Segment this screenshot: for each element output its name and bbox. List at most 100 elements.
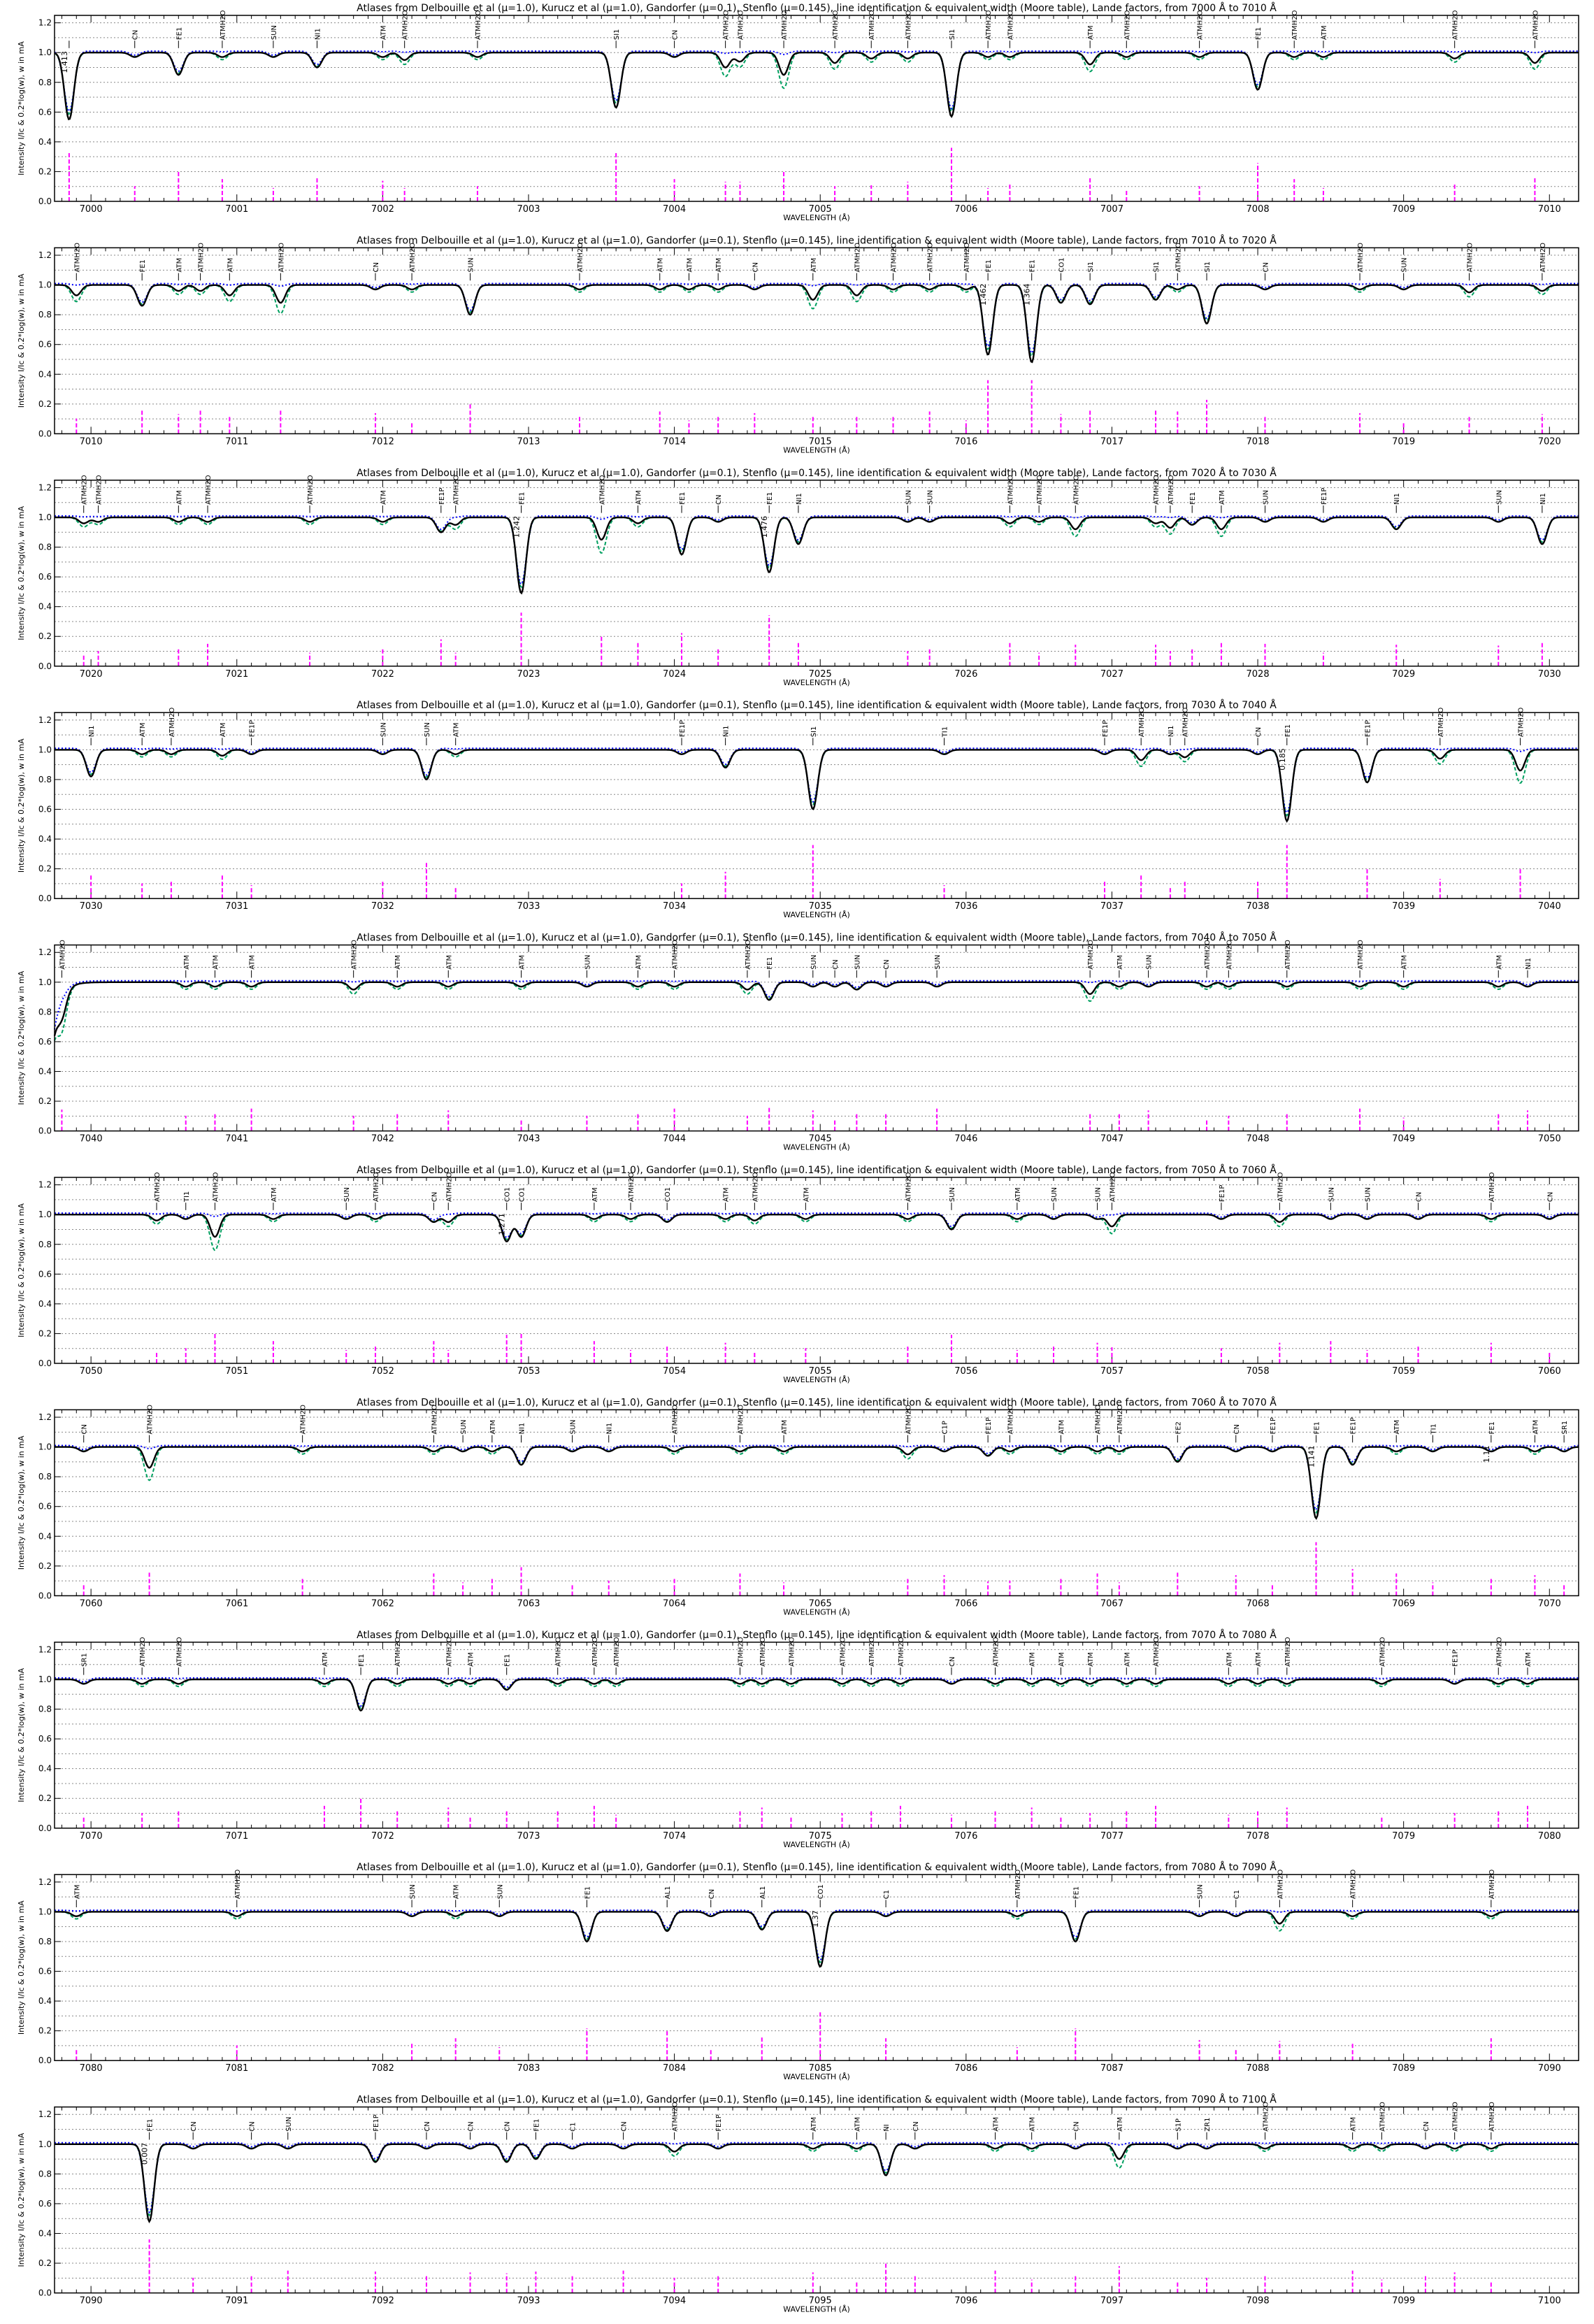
- line-id-label: ATM: [781, 1420, 789, 1435]
- line-id-label: CN: [1255, 727, 1263, 737]
- line-id-label: NI1: [1539, 493, 1547, 505]
- line-id-label: NI1: [519, 1423, 526, 1435]
- x-tick-label: 7035: [809, 901, 832, 912]
- y-tick-label: 0.4: [38, 1531, 52, 1541]
- y-tick-label: 0.2: [38, 166, 52, 176]
- y-tick-label: 0.2: [38, 1096, 52, 1106]
- x-tick-label: 7057: [1100, 1366, 1123, 1377]
- y-tick-label: 0.6: [38, 1502, 52, 1512]
- line-id-label: FE1: [1189, 492, 1197, 504]
- x-tick-label: 7071: [225, 1831, 248, 1842]
- y-tick-label: 0.0: [38, 2056, 52, 2065]
- x-tick-label: 7064: [663, 1598, 686, 1609]
- line-id-label: ATMH2O: [868, 10, 876, 40]
- x-tick-label: 7002: [371, 204, 394, 215]
- y-tick-label: 0.0: [38, 894, 52, 903]
- y-tick-label: 0.6: [38, 1269, 52, 1279]
- line-id-label: SUN: [343, 1187, 351, 1202]
- line-id-label: FE1P: [1452, 1649, 1460, 1666]
- x-tick-label: 7008: [1247, 204, 1270, 215]
- line-id-label: ATMH2O: [1226, 940, 1233, 970]
- y-tick-label: 1.0: [38, 48, 52, 57]
- line-id-label: ATM: [810, 2117, 818, 2132]
- line-id-label: SUN: [810, 955, 818, 970]
- line-id-label: ATMH2O: [628, 1172, 636, 1202]
- y-tick-label: 0.2: [38, 1328, 52, 1338]
- y-axis-label: Intensity I/Ic & 0.2*log(w), w in mA: [17, 273, 26, 408]
- atlas-panel-7080-7090: Atlases from Delbouille et al (μ=1.0), K…: [17, 1861, 1579, 2081]
- x-tick-label: 7078: [1247, 1831, 1270, 1842]
- line-id-label: FE1: [679, 492, 687, 504]
- y-tick-label: 1.0: [38, 512, 52, 522]
- line-id-label: SUN: [934, 955, 942, 970]
- line-id-label: FE1P: [1365, 720, 1372, 737]
- x-tick-label: 7059: [1392, 1366, 1415, 1377]
- x-tick-label: 7024: [663, 669, 686, 680]
- line-id-label: ATMH2O: [1262, 2102, 1270, 2132]
- line-id-label: AL1: [664, 1886, 672, 1900]
- line-id-label: ATMH2O: [1488, 1870, 1496, 1900]
- line-id-label: CN: [190, 2121, 198, 2131]
- x-tick-label: 7004: [663, 204, 686, 215]
- panel-title: Atlases from Delbouille et al (μ=1.0), K…: [357, 2094, 1277, 2106]
- line-id-label: ATM: [1255, 1652, 1263, 1667]
- line-id-label: NI1: [723, 726, 731, 738]
- line-id-label: ATM: [1087, 25, 1095, 40]
- line-id-label: CO1: [519, 1187, 526, 1202]
- line-id-label: ATM: [519, 955, 526, 970]
- x-tick-label: 7100: [1538, 2296, 1561, 2307]
- line-id-label: SUN: [1051, 1187, 1058, 1202]
- line-id-label: ATM: [1321, 25, 1328, 40]
- line-id-label: SUN: [1495, 490, 1503, 505]
- x-tick-label: 7054: [663, 1366, 686, 1377]
- line-id-label: ATM: [686, 258, 694, 273]
- x-tick-label: 7084: [663, 2063, 686, 2074]
- line-id-label: ATM: [1029, 2117, 1037, 2132]
- x-tick-label: 7006: [954, 204, 977, 215]
- line-id-label: ATMH2O: [598, 475, 606, 505]
- line-id-label: FE1: [175, 27, 183, 40]
- x-tick-label: 7022: [371, 669, 394, 680]
- line-id-label: ATMH2O: [1153, 1637, 1161, 1667]
- equivalent-width-label: 1.37: [811, 1910, 820, 1928]
- x-tick-label: 7014: [663, 436, 686, 447]
- line-id-label: ATM: [715, 258, 723, 273]
- line-id-label: FE1P: [679, 720, 687, 737]
- x-tick-label: 7034: [663, 901, 686, 912]
- line-id-label: ATMH2O: [723, 10, 731, 40]
- line-id-label: SI1: [613, 29, 621, 40]
- line-id-label: ATMH2O: [154, 1172, 161, 1202]
- line-id-label: FE1: [1029, 259, 1037, 272]
- y-axis-label: Intensity I/Ic & 0.2*log(w), w in mA: [17, 2132, 26, 2267]
- line-id-label: SUN: [409, 1884, 417, 1899]
- line-id-label: ATMH2O: [475, 10, 482, 40]
- line-id-label: FE1P: [438, 487, 446, 504]
- y-tick-label: 0.0: [38, 1358, 52, 1368]
- series-delbouille: [55, 1213, 1579, 1242]
- y-tick-label: 0.0: [38, 2288, 52, 2298]
- x-tick-label: 7077: [1100, 1831, 1123, 1842]
- line-id-label: ATMH2O: [840, 1637, 847, 1667]
- atlas-panel-7000-7010: Atlases from Delbouille et al (μ=1.0), K…: [17, 2, 1579, 222]
- line-id-label: ATM: [657, 258, 665, 273]
- x-tick-label: 7062: [371, 1598, 394, 1609]
- line-id-label: ATMH2O: [1350, 1870, 1358, 1900]
- line-id-label: ATM: [183, 955, 191, 970]
- y-axis-label: Intensity I/Ic & 0.2*log(w), w in mA: [17, 738, 26, 873]
- line-id-label: CO1: [817, 1884, 825, 1899]
- series-kurucz: [55, 1212, 1579, 1238]
- line-id-label: SI1: [1087, 261, 1095, 273]
- y-tick-label: 0.6: [38, 1967, 52, 1977]
- x-tick-label: 7091: [225, 2296, 248, 2307]
- line-id-label: FE1: [533, 2118, 540, 2131]
- line-id-label: ATMH2O: [672, 2102, 680, 2132]
- y-tick-label: 0.6: [38, 805, 52, 815]
- line-id-label: ATMH2O: [1153, 475, 1161, 505]
- line-id-label: ATMH2O: [1175, 243, 1182, 273]
- line-id-label: ATMH2O: [1138, 708, 1146, 738]
- x-tick-label: 7090: [80, 2296, 103, 2307]
- line-id-label: CN: [504, 2121, 512, 2131]
- line-id-label: C1: [883, 1890, 891, 1899]
- atlas-panel-7070-7080: Atlases from Delbouille et al (μ=1.0), K…: [17, 1629, 1579, 1849]
- x-tick-label: 7050: [1538, 1134, 1561, 1145]
